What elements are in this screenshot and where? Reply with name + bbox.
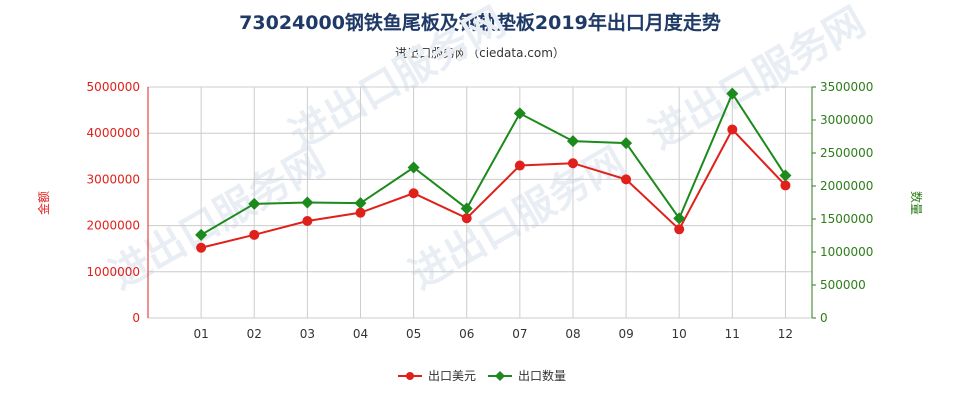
y-left-axis-title: 金额 (36, 191, 51, 215)
x-tick-label: 12 (778, 327, 793, 341)
series-2-point (726, 87, 739, 100)
watermark-text: 进出口服务网 (282, 0, 513, 159)
legend-marker-1 (406, 372, 414, 380)
series-1-point (302, 215, 313, 226)
series-2-point (407, 161, 420, 174)
series-1-point (727, 124, 738, 135)
chart-subtitle: 进出口服务网（ciedata.com） (395, 46, 565, 60)
x-tick-label: 03 (300, 327, 315, 341)
series-1-point (355, 207, 366, 218)
y-right-tick-label: 0 (820, 311, 828, 325)
y-right-tick-label: 2000000 (820, 179, 873, 193)
series-1-point (567, 158, 578, 169)
y-left-tick-label: 3000000 (87, 172, 140, 186)
legend-marker-2 (495, 371, 505, 381)
series-2-point (513, 107, 526, 120)
series-1-point (461, 213, 472, 224)
x-tick-label: 08 (565, 327, 580, 341)
y-left-tick-label: 4000000 (87, 126, 140, 140)
series-1-point (408, 188, 419, 199)
series-1-point (621, 174, 632, 185)
series-2-point (779, 169, 792, 182)
x-tick-label: 02 (247, 327, 262, 341)
series-2-point (301, 196, 314, 209)
y-right-tick-label: 3500000 (820, 80, 873, 94)
series-1-point (196, 242, 207, 253)
x-tick-label: 09 (618, 327, 633, 341)
series-1-point (514, 160, 525, 171)
series-2-point (620, 137, 633, 150)
series-2-point (673, 212, 686, 225)
x-tick-label: 07 (512, 327, 527, 341)
legend-label-1: 出口美元 (428, 369, 476, 383)
series-1-point (674, 224, 685, 235)
y-left-tick-label: 0 (132, 311, 140, 325)
x-tick-label: 10 (672, 327, 687, 341)
x-tick-label: 04 (353, 327, 368, 341)
series-line-2 (200, 91, 787, 236)
series-2-point (248, 197, 261, 210)
y-right-axis-title: 数量 (909, 191, 924, 215)
series-2-point (460, 202, 473, 215)
x-tick-label: 05 (406, 327, 421, 341)
y-left-tick-label: 2000000 (87, 219, 140, 233)
series-1-point (780, 180, 791, 191)
y-left-tick-label: 1000000 (87, 265, 140, 279)
chart-title: 73024000钢铁鱼尾板及钢轨垫板2019年出口月度走势 (239, 12, 721, 34)
series-1-point (249, 229, 260, 240)
series-2-point (566, 135, 579, 148)
legend-label-2: 出口数量 (518, 368, 566, 383)
y-right-tick-label: 1500000 (820, 212, 873, 226)
series-2-point (195, 228, 208, 241)
y-right-tick-label: 500000 (820, 278, 866, 292)
x-tick-label: 11 (725, 327, 740, 341)
y-right-tick-label: 2500000 (820, 146, 873, 160)
series-line-1 (200, 127, 787, 249)
x-tick-label: 06 (459, 327, 474, 341)
y-right-tick-label: 1000000 (820, 245, 873, 259)
x-tick-label: 01 (193, 327, 208, 341)
y-left-tick-label: 5000000 (87, 80, 140, 94)
series-2-point (354, 197, 367, 210)
y-right-tick-label: 3000000 (820, 113, 873, 127)
